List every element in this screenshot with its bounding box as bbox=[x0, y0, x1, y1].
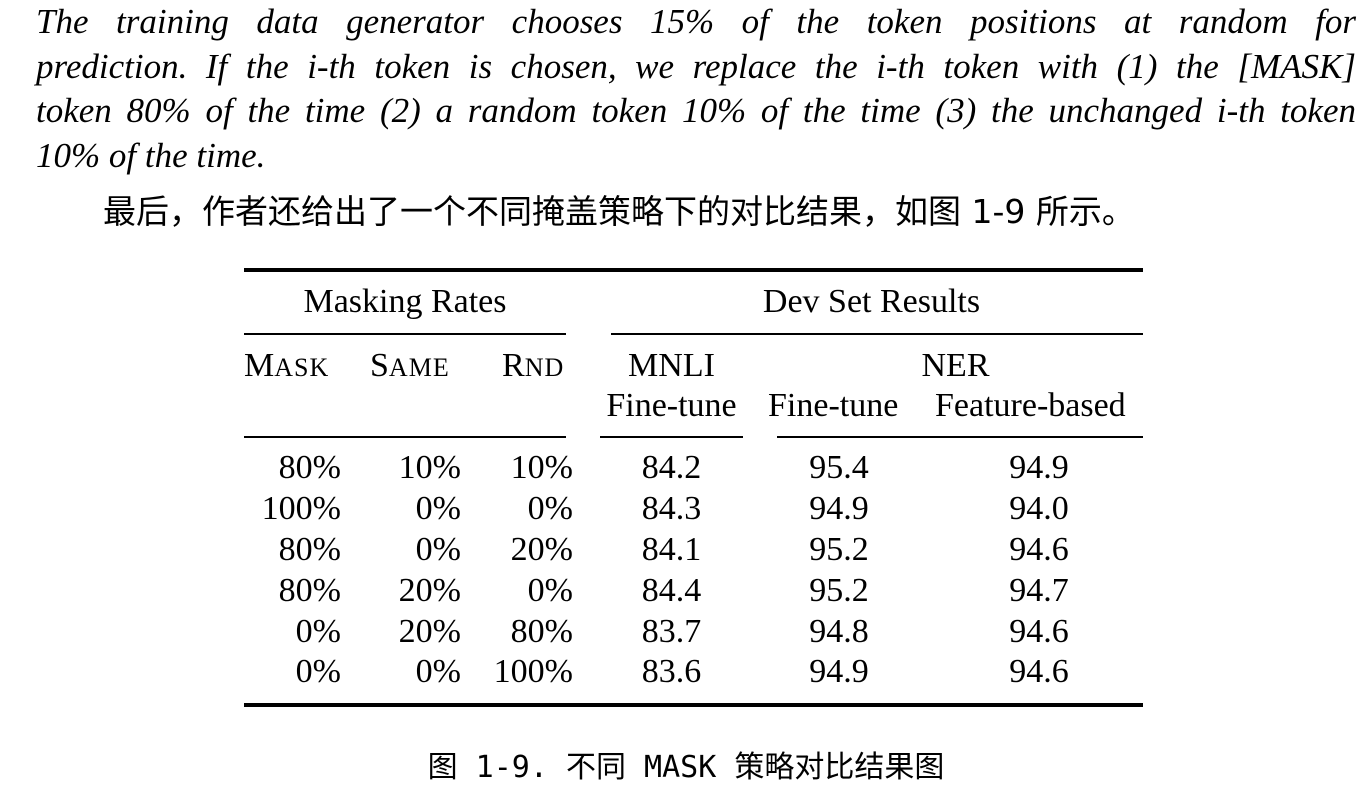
table-top-rule bbox=[244, 268, 1143, 272]
column-header-mnli: MNLI bbox=[628, 347, 715, 384]
cell-ner-feature-based: 94.7 bbox=[1009, 572, 1069, 609]
cell-same: 0% bbox=[415, 490, 461, 527]
header-masking-rates: Masking Rates bbox=[303, 283, 507, 320]
column-header-rnd: RND bbox=[502, 347, 565, 384]
cell-mnli: 84.1 bbox=[641, 531, 702, 568]
cell-rnd: 80% bbox=[510, 613, 573, 650]
cell-ner-feature-based: 94.6 bbox=[1009, 653, 1069, 690]
cell-ner-finetune: 95.2 bbox=[809, 531, 869, 568]
figure-caption: 图 1-9. 不同 MASK 策略对比结果图 bbox=[427, 750, 945, 785]
cell-rnd: 10% bbox=[510, 449, 573, 486]
cell-mask: 100% bbox=[261, 490, 341, 527]
cell-ner-feature-based: 94.6 bbox=[1009, 613, 1069, 650]
quote-line: prediction. If the i-th token is chosen,… bbox=[36, 46, 1356, 86]
cell-ner-finetune: 95.4 bbox=[809, 449, 869, 486]
cell-ner-feature-based: 94.9 bbox=[1009, 449, 1069, 486]
cell-ner-finetune: 94.8 bbox=[809, 613, 869, 650]
header-rule-masking bbox=[244, 436, 566, 438]
cell-same: 10% bbox=[398, 449, 461, 486]
cell-ner-finetune: 94.9 bbox=[809, 490, 869, 527]
cell-same: 20% bbox=[398, 613, 461, 650]
cell-mask: 0% bbox=[295, 653, 341, 690]
dev-set-rule bbox=[611, 333, 1143, 335]
column-header-mask: MASK bbox=[244, 347, 330, 384]
cell-ner-feature-based: 94.6 bbox=[1009, 531, 1069, 568]
body-paragraph: 最后，作者还给出了一个不同掩盖策略下的对比结果，如图 1-9 所示。 bbox=[103, 192, 1135, 231]
column-header-same: SAME bbox=[370, 347, 450, 384]
cell-mask: 80% bbox=[278, 572, 341, 609]
cell-same: 20% bbox=[398, 572, 461, 609]
cell-same: 0% bbox=[415, 531, 461, 568]
cell-rnd: 20% bbox=[510, 531, 573, 568]
cell-rnd: 100% bbox=[493, 653, 573, 690]
quote-line: 10% of the time. bbox=[36, 135, 266, 175]
quote-line: token 80% of the time (2) a random token… bbox=[36, 91, 1356, 130]
quote-line: The training data generator chooses 15% … bbox=[36, 2, 1356, 41]
cell-mnli: 84.3 bbox=[641, 490, 702, 527]
cell-rnd: 0% bbox=[527, 572, 573, 609]
masking-rates-rule bbox=[244, 333, 566, 335]
cell-rnd: 0% bbox=[527, 490, 573, 527]
column-header-mnli-finetune: Fine-tune bbox=[606, 387, 737, 424]
cell-mask: 80% bbox=[278, 531, 341, 568]
cell-mnli: 84.2 bbox=[641, 449, 702, 486]
column-header-ner-finetune: Fine-tune bbox=[768, 387, 899, 424]
column-header-ner-feature-based: Feature-based bbox=[935, 387, 1126, 424]
cell-ner-finetune: 94.9 bbox=[809, 653, 869, 690]
header-rule-mnli bbox=[600, 436, 743, 438]
cell-mnli: 84.4 bbox=[641, 572, 702, 609]
cell-mnli: 83.7 bbox=[641, 613, 702, 650]
cell-ner-feature-based: 94.0 bbox=[1009, 490, 1069, 527]
cell-mask: 80% bbox=[278, 449, 341, 486]
cell-mask: 0% bbox=[295, 613, 341, 650]
header-rule-ner bbox=[777, 436, 1143, 438]
cell-mnli: 83.6 bbox=[641, 653, 702, 690]
column-header-ner: NER bbox=[921, 347, 990, 384]
table-bottom-rule bbox=[244, 703, 1143, 707]
header-dev-set-results: Dev Set Results bbox=[762, 283, 981, 320]
cell-same: 0% bbox=[415, 653, 461, 690]
cell-ner-finetune: 95.2 bbox=[809, 572, 869, 609]
quoted-paragraph: The training data generator chooses 15% … bbox=[36, 0, 1356, 178]
